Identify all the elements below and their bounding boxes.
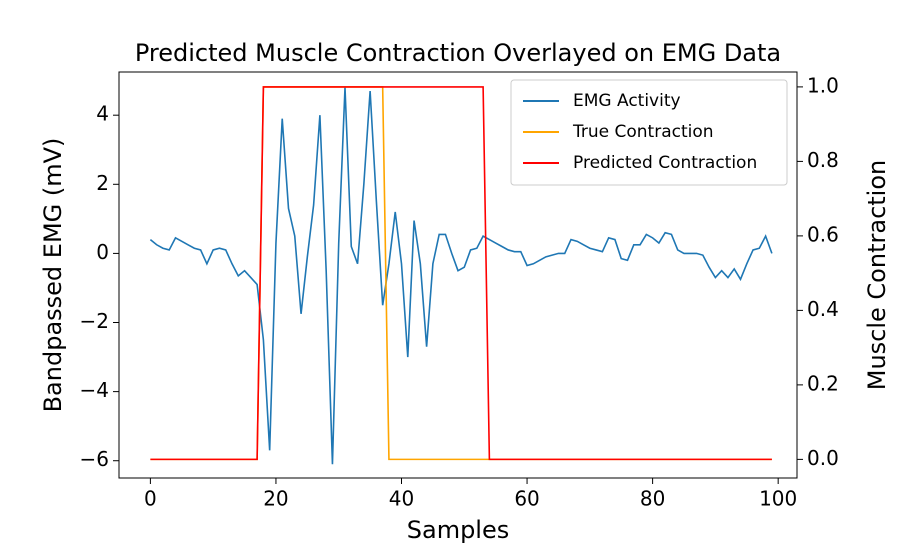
y2-tick-label: 0.8 (807, 148, 839, 172)
legend-box (510, 79, 788, 186)
y2-tick-label: 0.2 (807, 371, 839, 395)
x-tick-label: 60 (514, 487, 539, 511)
y-tick-label: 4 (96, 102, 109, 126)
x-tick-label: 0 (144, 487, 157, 511)
y-tick-label: 0 (96, 240, 109, 264)
y2-tick-label: 0.4 (807, 297, 839, 321)
series-line (149, 87, 773, 465)
x-axis-label: Samples (407, 516, 510, 544)
y-axis-label: Bandpassed EMG (mV) (39, 138, 67, 413)
x-tick-label: 80 (640, 487, 665, 511)
y2-tick-label: 0.6 (807, 222, 839, 246)
x-tick-label: 20 (263, 487, 288, 511)
x-tick-label: 100 (759, 487, 797, 511)
series-line (150, 86, 772, 461)
y-tick-label: −4 (80, 378, 109, 402)
y2-tick-label: 0.0 (807, 446, 839, 470)
y2-axis-label: Muscle Contraction (863, 160, 891, 390)
x-tick-label: 40 (389, 487, 414, 511)
legend-label: EMG Activity (573, 91, 681, 111)
y2-tick-label: 1.0 (807, 73, 839, 97)
chart-title: Predicted Muscle Contraction Overlayed o… (135, 39, 781, 67)
legend-label: Predicted Contraction (573, 153, 757, 173)
y-tick-label: 2 (96, 171, 109, 195)
plot-frame (118, 71, 798, 479)
y-tick-label: −6 (80, 447, 109, 471)
y-tick-label: −2 (80, 309, 109, 333)
legend-label: True Contraction (572, 122, 714, 142)
legend: EMG Activity True Contraction Predicted Co… (510, 79, 788, 186)
